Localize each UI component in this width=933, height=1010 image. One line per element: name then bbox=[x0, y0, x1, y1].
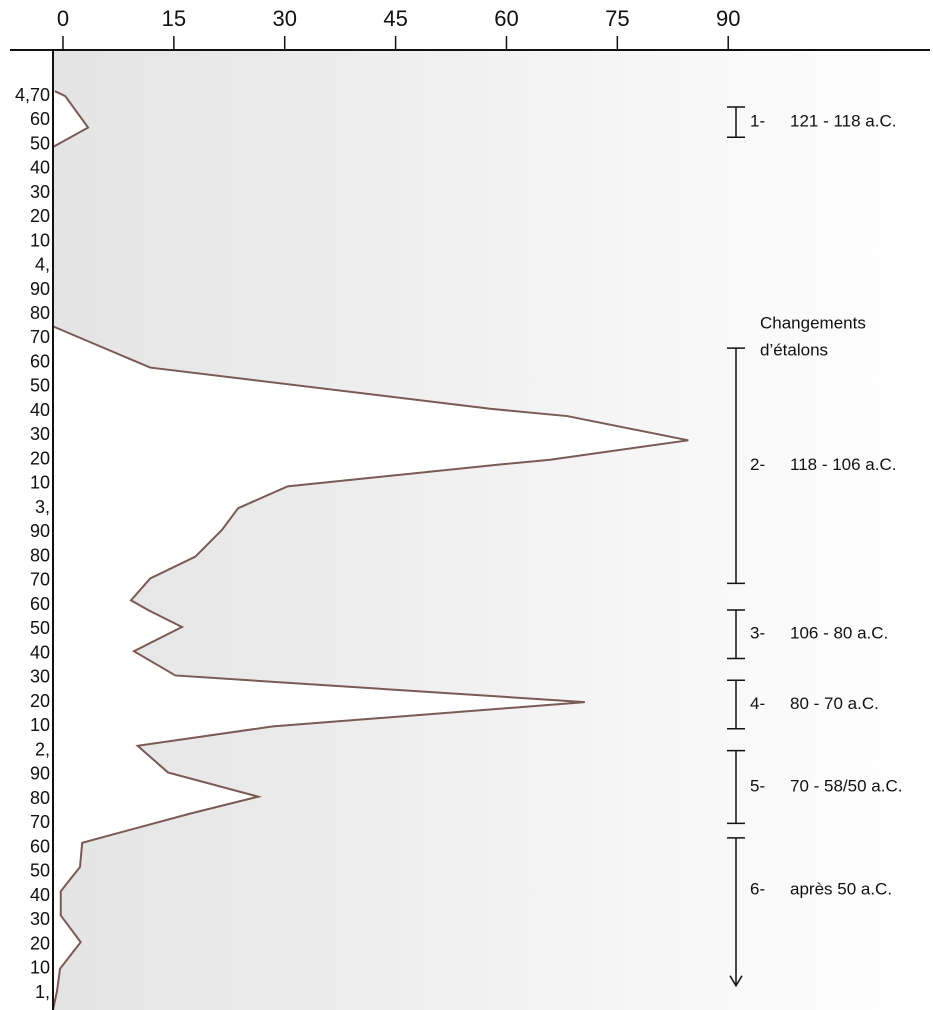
y-tick-label: 40 bbox=[30, 400, 50, 420]
y-tick-label: 70 bbox=[30, 327, 50, 347]
y-tick-label: 3, bbox=[35, 497, 50, 517]
y-tick-label: 40 bbox=[30, 885, 50, 905]
y-tick-label: 60 bbox=[30, 594, 50, 614]
period-number: 1- bbox=[750, 112, 765, 131]
y-tick-label: 80 bbox=[30, 545, 50, 565]
period-number: 6- bbox=[750, 879, 765, 898]
y-tick-label: 50 bbox=[30, 133, 50, 153]
x-tick-label: 30 bbox=[272, 6, 296, 31]
period-label: 106 - 80 a.C. bbox=[790, 624, 888, 643]
y-tick-label: 60 bbox=[30, 109, 50, 129]
x-tick-label: 45 bbox=[383, 6, 407, 31]
x-tick-label: 60 bbox=[494, 6, 518, 31]
y-tick-label: 30 bbox=[30, 424, 50, 444]
y-tick-label: 80 bbox=[30, 303, 50, 323]
period-number: 2- bbox=[750, 455, 765, 474]
x-tick-label: 15 bbox=[162, 6, 186, 31]
y-tick-label: 20 bbox=[30, 933, 50, 953]
annotation: d’étalons bbox=[760, 341, 828, 360]
y-tick-label: 70 bbox=[30, 570, 50, 590]
y-tick-label: 10 bbox=[30, 958, 50, 978]
period-label: 118 - 106 a.C. bbox=[790, 455, 896, 474]
y-tick-label: 90 bbox=[30, 521, 50, 541]
y-tick-label: 1, bbox=[35, 982, 50, 1002]
y-tick-label: 70 bbox=[30, 812, 50, 832]
period-number: 4- bbox=[750, 694, 765, 713]
y-tick-label: 30 bbox=[30, 182, 50, 202]
y-tick-label: 60 bbox=[30, 836, 50, 856]
y-tick-label: 10 bbox=[30, 230, 50, 250]
period-label: après 50 a.C. bbox=[790, 879, 892, 898]
y-tick-label: 50 bbox=[30, 618, 50, 638]
y-tick-label: 2, bbox=[35, 739, 50, 759]
x-tick-label: 0 bbox=[57, 6, 69, 31]
y-tick-label: 50 bbox=[30, 376, 50, 396]
y-tick-label: 4,70 bbox=[15, 85, 50, 105]
y-tick-label: 80 bbox=[30, 788, 50, 808]
bracket-arrow bbox=[729, 975, 743, 988]
y-tick-label: 60 bbox=[30, 351, 50, 371]
y-tick-label: 20 bbox=[30, 206, 50, 226]
y-tick-label: 40 bbox=[30, 642, 50, 662]
y-tick-label: 90 bbox=[30, 279, 50, 299]
y-tick-label: 4, bbox=[35, 255, 50, 275]
period-label: 80 - 70 a.C. bbox=[790, 694, 879, 713]
period-label: 121 - 118 a.C. bbox=[790, 112, 896, 131]
data-line bbox=[52, 90, 689, 1010]
y-tick-label: 20 bbox=[30, 448, 50, 468]
y-tick-label: 10 bbox=[30, 473, 50, 493]
y-tick-label: 30 bbox=[30, 909, 50, 929]
period-number: 3- bbox=[750, 624, 765, 643]
y-tick-label: 50 bbox=[30, 861, 50, 881]
period-label: 70 - 58/50 a.C. bbox=[790, 776, 902, 795]
y-tick-label: 20 bbox=[30, 691, 50, 711]
y-tick-label: 40 bbox=[30, 158, 50, 178]
y-tick-label: 10 bbox=[30, 715, 50, 735]
x-tick-label: 75 bbox=[605, 6, 629, 31]
area bbox=[53, 91, 689, 1010]
annotation: Changements bbox=[760, 314, 866, 333]
y-tick-label: 30 bbox=[30, 667, 50, 687]
x-tick-label: 90 bbox=[716, 6, 740, 31]
y-tick-label: 90 bbox=[30, 764, 50, 784]
period-number: 5- bbox=[750, 776, 765, 795]
